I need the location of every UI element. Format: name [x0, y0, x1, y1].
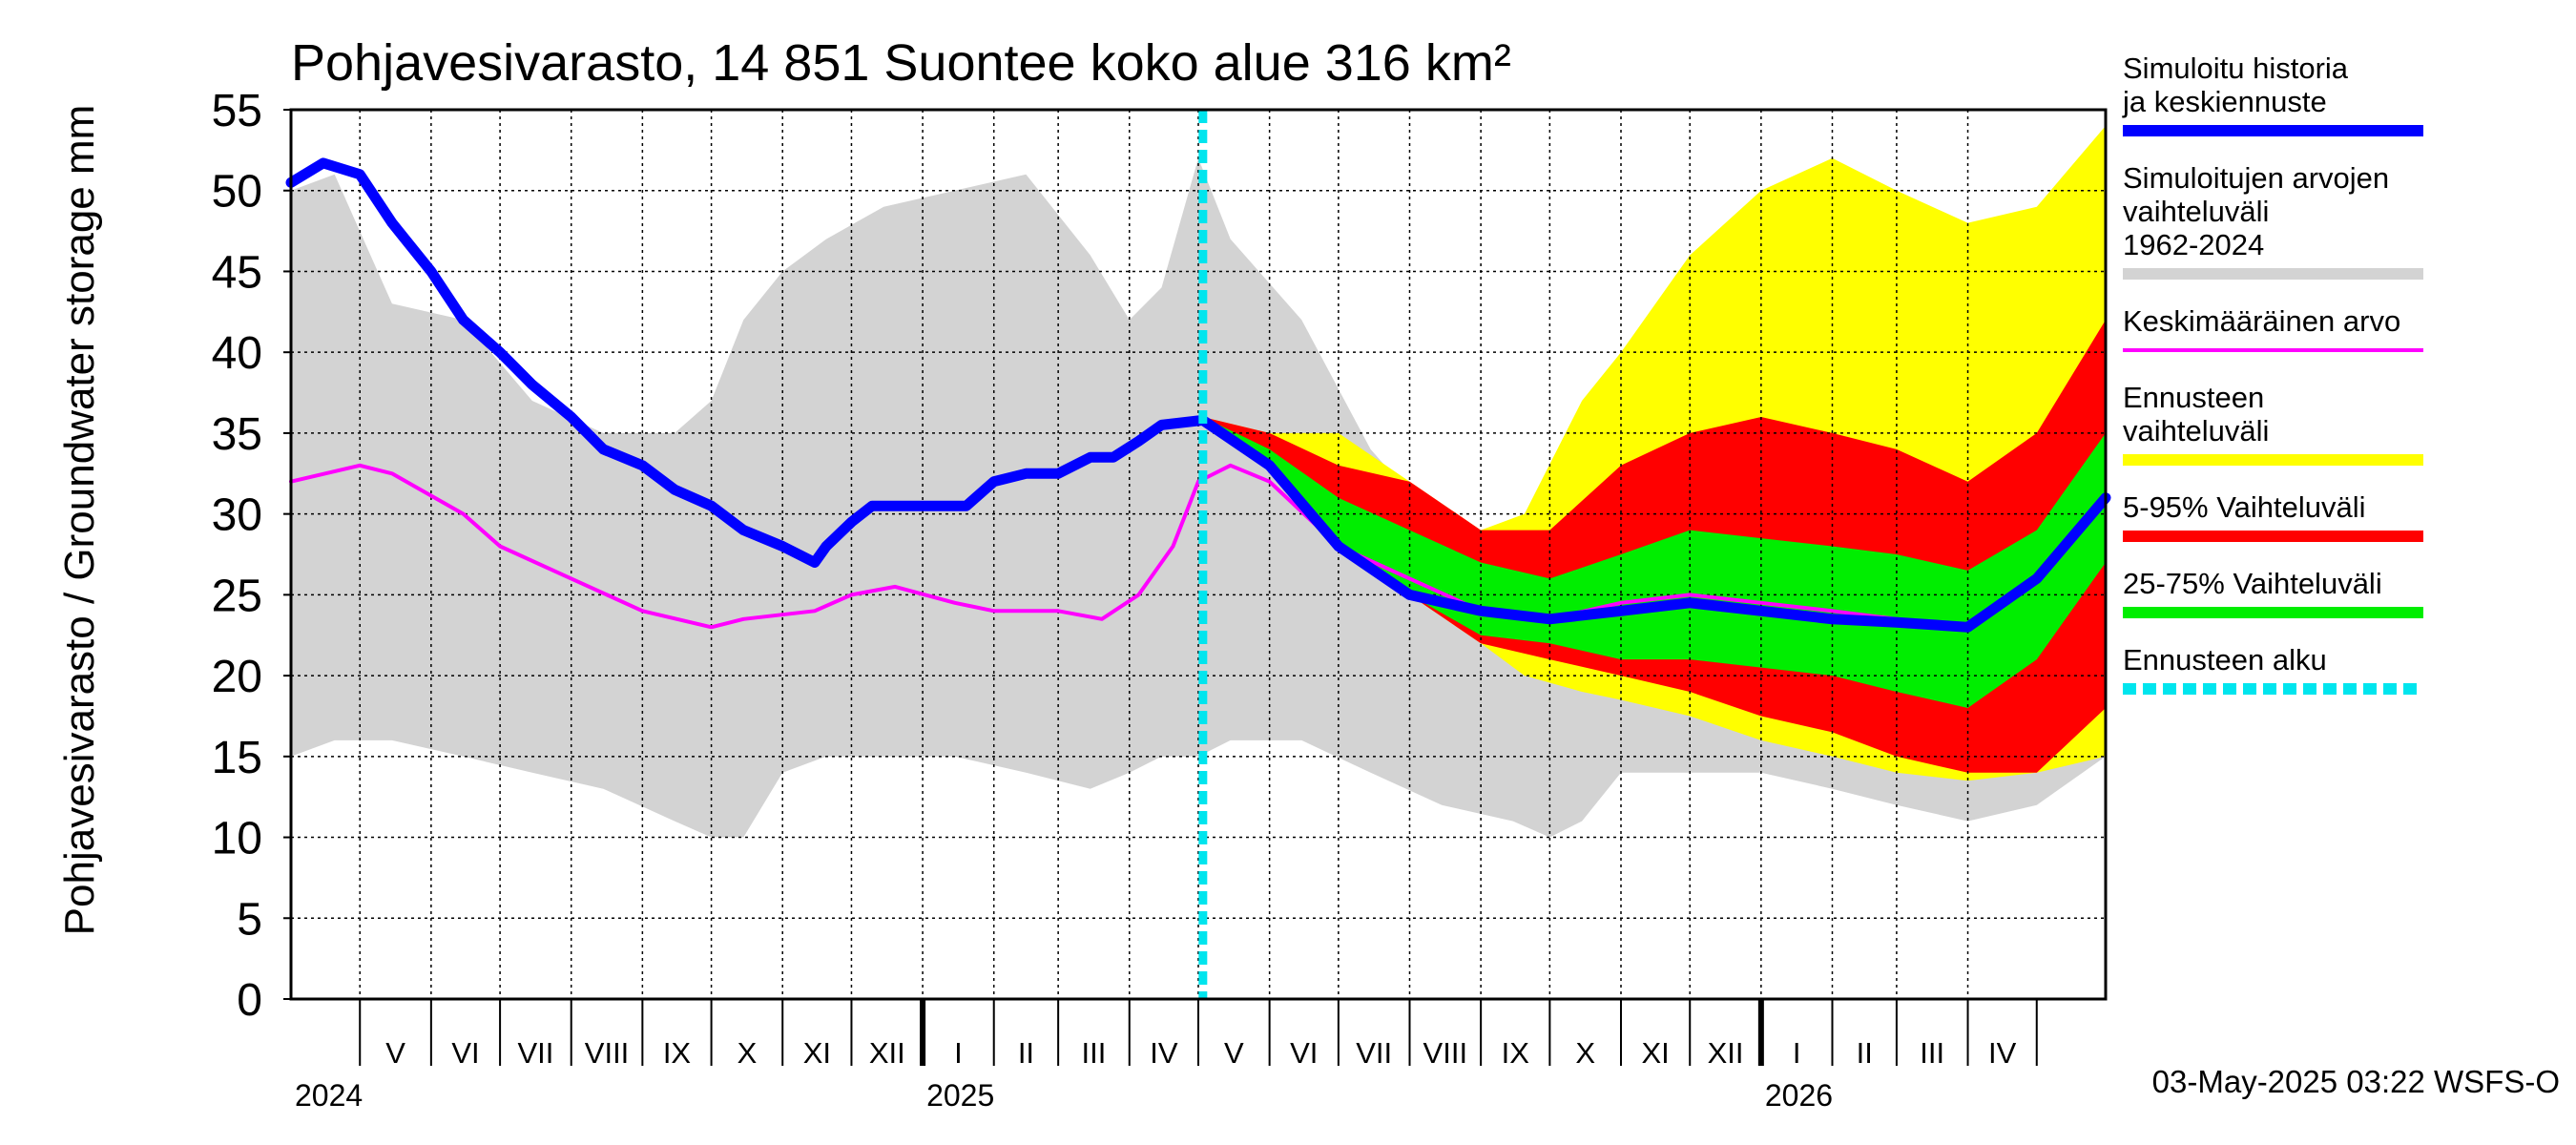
legend-label: 5-95% Vaihteluväli: [2123, 490, 2365, 524]
month-label: II: [1857, 1036, 1873, 1070]
month-label: XI: [803, 1036, 831, 1070]
y-tick-label: 55: [212, 86, 262, 136]
legend-label: Simuloitu historia ja keskiennuste: [2122, 52, 2349, 118]
plot-area: [285, 109, 2111, 999]
month-label: XII: [869, 1036, 905, 1070]
month-label: XI: [1641, 1036, 1669, 1070]
month-label: IV: [1988, 1036, 2017, 1070]
footer-timestamp: 03-May-2025 03:22 WSFS-O: [2152, 1064, 2560, 1099]
month-label: VII: [1356, 1036, 1392, 1070]
month-label: IV: [1150, 1036, 1178, 1070]
month-label: I: [1793, 1036, 1801, 1070]
legend-label: Ennusteen alku: [2123, 643, 2327, 677]
year-label: 2025: [926, 1078, 994, 1113]
month-label: X: [737, 1036, 758, 1070]
y-axis-label: Pohjavesivarasto / Groundwater storage m…: [56, 105, 103, 936]
legend-label: 25-75% Vaihteluväli: [2123, 567, 2382, 600]
month-label: V: [385, 1036, 405, 1070]
year-label: 2026: [1765, 1078, 1833, 1113]
legend: Simuloitu historia ja keskiennuste Simuloi…: [2122, 52, 2423, 695]
month-label: IX: [663, 1036, 692, 1070]
month-label: I: [954, 1036, 963, 1070]
legend-label: Ennusteen vaihteluväli: [2123, 381, 2269, 448]
line-keskim-r-inen-arvo: [289, 463, 2108, 630]
month-label: III: [1082, 1036, 1107, 1070]
month-label: VI: [1290, 1036, 1318, 1070]
y-tick-label: 50: [212, 167, 262, 218]
month-label: X: [1575, 1036, 1595, 1070]
legend-label: Keskimääräinen arvo: [2123, 304, 2400, 338]
month-label: VIII: [585, 1036, 630, 1070]
y-tick-label: 10: [212, 814, 262, 864]
month-label: XII: [1708, 1036, 1744, 1070]
month-label: IX: [1502, 1036, 1530, 1070]
y-tick-label: 25: [212, 571, 262, 621]
y-tick-label: 45: [212, 247, 262, 298]
month-label: II: [1018, 1036, 1034, 1070]
y-tick-label: 0: [237, 975, 262, 1026]
month-label: V: [1224, 1036, 1244, 1070]
y-tick-label: 40: [212, 328, 262, 379]
legend-label: Simuloitujen arvojen vaihteluväli 1962-202…: [2123, 161, 2389, 261]
y-tick-label: 15: [212, 733, 262, 783]
year-label: 2024: [295, 1078, 363, 1113]
band-25-75-vaihteluv-li: [1202, 417, 2106, 708]
month-label: VIII: [1423, 1036, 1468, 1070]
month-label: III: [1920, 1036, 1944, 1070]
y-tick-label: 5: [237, 894, 262, 945]
month-label: VII: [517, 1036, 553, 1070]
y-tick-label: 30: [212, 490, 262, 541]
month-label: VI: [451, 1036, 479, 1070]
y-tick-label: 20: [212, 652, 262, 702]
y-tick-label: 35: [212, 409, 262, 460]
line-simuloitu-historia-ja-keskiennuste: [285, 157, 2111, 633]
chart-title: Pohjavesivarasto, 14 851 Suontee koko al…: [291, 34, 1511, 92]
